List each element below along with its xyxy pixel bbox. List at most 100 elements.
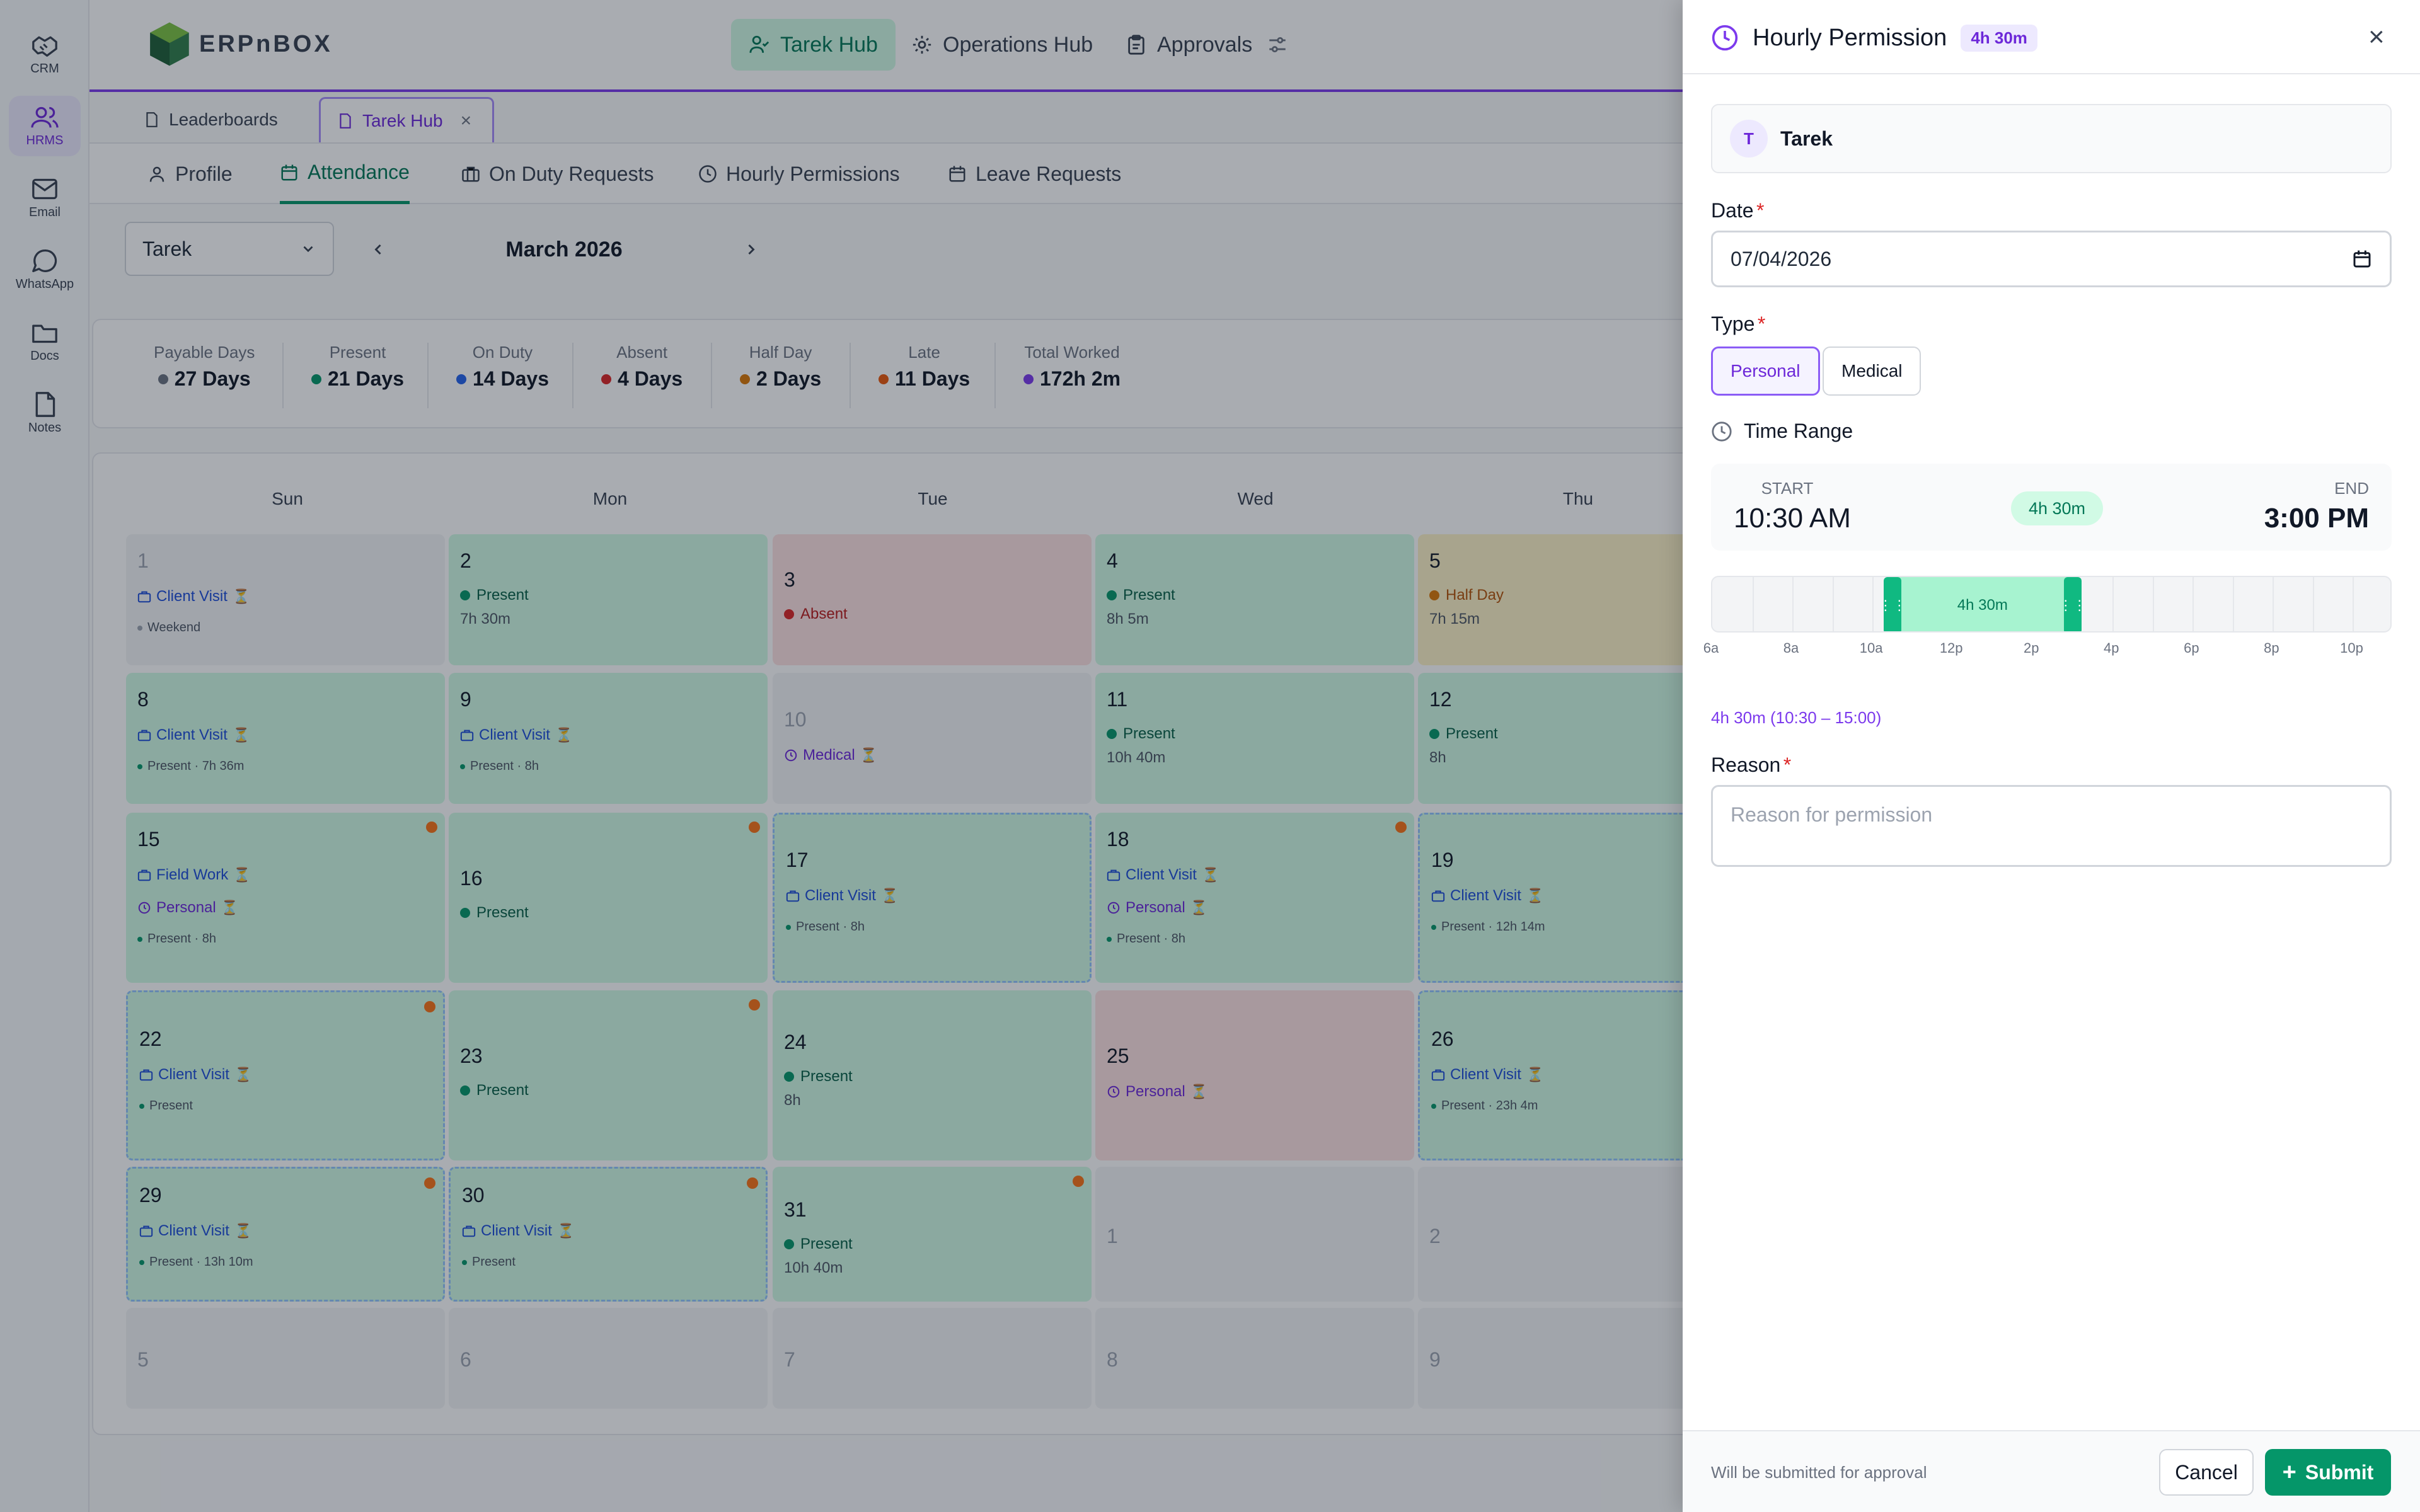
- calendar-day[interactable]: 18 Client Visit ⏳ Personal ⏳ Present · 8h: [1095, 813, 1414, 983]
- hub-tarek[interactable]: Tarek Hub: [731, 19, 896, 71]
- note-text: Present · 12h 14m: [1441, 920, 1545, 934]
- cancel-button[interactable]: Cancel: [2159, 1449, 2254, 1496]
- late-indicator: [426, 822, 437, 833]
- tab-attendance[interactable]: Attendance: [280, 144, 410, 204]
- day-number: 15: [137, 828, 160, 850]
- calendar-day[interactable]: 25 Personal ⏳: [1095, 990, 1414, 1160]
- hub-settings-button[interactable]: [1267, 34, 1288, 55]
- employee-name: Tarek: [1780, 127, 1833, 150]
- calendar-day[interactable]: 9 Client Visit ⏳ Present · 8h: [449, 673, 768, 804]
- slider-grid-line: [2353, 577, 2354, 631]
- hub-approvals[interactable]: Approvals: [1108, 19, 1270, 71]
- calendar-day[interactable]: 15 Field Work ⏳ Personal ⏳ Present · 8h: [126, 813, 445, 983]
- time-slider-track[interactable]: 4h 30m ⋮⋮ ⋮⋮: [1711, 576, 2392, 633]
- window-tab-tarek-hub[interactable]: Tarek Hub ×: [319, 97, 494, 142]
- calendar-day[interactable]: 1 Client Visit ⏳ Weekend: [126, 534, 445, 665]
- calendar-day[interactable]: 11 Present 10h 40m: [1095, 673, 1414, 804]
- clock-icon: [1712, 421, 1732, 442]
- calendar-day[interactable]: 30 Client Visit ⏳ Present: [449, 1167, 768, 1302]
- clock-icon: [138, 902, 151, 914]
- calendar-day[interactable]: 4 Present 8h 5m: [1095, 534, 1414, 665]
- calendar-day[interactable]: 17 Client Visit ⏳ Present · 8h: [773, 813, 1092, 983]
- prev-month-button[interactable]: [360, 232, 396, 267]
- calendar-day[interactable]: 23 Present: [449, 990, 768, 1160]
- calendar-day[interactable]: 29 Client Visit ⏳ Present · 13h 10m: [126, 1167, 445, 1302]
- window-tab-leaderboards[interactable]: Leaderboards: [127, 97, 294, 142]
- date-input[interactable]: 07/04/2026: [1711, 231, 2392, 287]
- employee-select[interactable]: Tarek: [125, 222, 334, 276]
- day-number: 6: [460, 1348, 471, 1371]
- clock-icon: [785, 749, 797, 762]
- duty-chip: Client Visit ⏳: [137, 726, 434, 744]
- start-handle[interactable]: ⋮⋮: [1879, 577, 1906, 631]
- calendar-day[interactable]: 31 Present 10h 40m: [773, 1167, 1092, 1302]
- calendar-day[interactable]: 10 Medical ⏳: [773, 673, 1092, 804]
- rail-item-email[interactable]: Email: [9, 168, 81, 228]
- stat-value: 2 Days: [756, 367, 822, 390]
- briefcase-icon: [137, 730, 151, 742]
- day-number: 29: [139, 1184, 162, 1206]
- duration-badge: 4h 30m: [1961, 24, 2037, 52]
- stat-label: Absent: [616, 343, 668, 362]
- type-option-medical[interactable]: Medical: [1823, 346, 1922, 396]
- day-number: 2: [460, 549, 471, 572]
- status-text: Present: [476, 587, 529, 604]
- status-text: Present: [800, 1068, 853, 1085]
- rail-item-hrms[interactable]: HRMS: [9, 96, 81, 156]
- calendar-day-outside: 6: [449, 1308, 768, 1409]
- type-option-personal[interactable]: Personal: [1711, 346, 1820, 396]
- end-handle[interactable]: ⋮⋮: [2059, 577, 2087, 631]
- calendar-day[interactable]: 24 Present 8h: [773, 990, 1092, 1160]
- permission-chip: Personal ⏳: [1107, 899, 1403, 917]
- stat-value: 11 Days: [895, 367, 971, 390]
- worked-hours: 10h 40m: [1107, 749, 1166, 766]
- slider-tick-label: 10p: [2340, 640, 2363, 656]
- rail-item-whatsapp[interactable]: WhatsApp: [9, 239, 81, 300]
- duty-chip: Client Visit ⏳: [139, 1066, 432, 1084]
- hourglass-icon: ⏳: [555, 727, 573, 743]
- day-note: Present: [139, 1099, 432, 1113]
- reason-textarea[interactable]: Reason for permission: [1711, 785, 2392, 867]
- calendar-day[interactable]: 22 Client Visit ⏳ Present: [126, 990, 445, 1160]
- calendar-day[interactable]: 2 Present 7h 30m: [449, 534, 768, 665]
- window-tab-label: Tarek Hub: [362, 110, 443, 130]
- next-month-button[interactable]: [734, 232, 769, 267]
- submit-button[interactable]: + Submit: [2265, 1449, 2391, 1496]
- rail-item-crm[interactable]: CRM: [9, 24, 81, 84]
- duty-chip: Client Visit ⏳: [1431, 887, 1724, 905]
- calendar-day[interactable]: 16 Present: [449, 813, 768, 983]
- status-dot: [456, 374, 466, 384]
- hub-operations[interactable]: Operations Hub: [894, 19, 1110, 71]
- rail-item-docs[interactable]: Docs: [9, 311, 81, 372]
- start-label: START: [1761, 479, 1814, 498]
- tab-on-duty-requests[interactable]: On Duty Requests: [461, 144, 654, 204]
- status-dot: [158, 374, 168, 384]
- calendar-day[interactable]: 3 Absent: [773, 534, 1092, 665]
- tab-hourly-permissions[interactable]: Hourly Permissions: [698, 144, 900, 204]
- stat-half-day: Half Day 2 Days: [740, 343, 821, 391]
- rail-item-notes[interactable]: Notes: [9, 383, 81, 444]
- stat-absent: Absent 4 Days: [601, 343, 683, 391]
- chip-label: Medical: [803, 747, 855, 764]
- window-tab-label: Leaderboards: [169, 110, 278, 129]
- selected-time-range[interactable]: 4h 30m: [1892, 577, 2073, 631]
- day-note: Present · 13h 10m: [139, 1255, 432, 1269]
- tab-profile[interactable]: Profile: [147, 144, 233, 204]
- stat-late: Late 11 Days: [879, 343, 970, 391]
- close-icon[interactable]: ×: [2368, 21, 2385, 52]
- late-indicator: [747, 1177, 758, 1189]
- stat-on-duty: On Duty 14 Days: [456, 343, 549, 391]
- close-icon[interactable]: ×: [460, 110, 472, 131]
- day-note: Present · 12h 14m: [1431, 920, 1724, 934]
- stat-label: Total Worked: [1024, 343, 1120, 362]
- required-mark: *: [1783, 753, 1792, 776]
- tab-leave-requests[interactable]: Leave Requests: [948, 144, 1121, 204]
- status-text: Half Day: [1446, 587, 1504, 604]
- day-number: 22: [139, 1028, 162, 1050]
- brand-logo[interactable]: ERPnBOX: [146, 20, 333, 68]
- calendar-day[interactable]: 8 Client Visit ⏳ Present · 7h 36m: [126, 673, 445, 804]
- day-number: 24: [784, 1031, 807, 1053]
- calendar-icon[interactable]: [2352, 249, 2372, 269]
- briefcase-icon: [1107, 869, 1121, 881]
- folder-icon: [32, 324, 57, 343]
